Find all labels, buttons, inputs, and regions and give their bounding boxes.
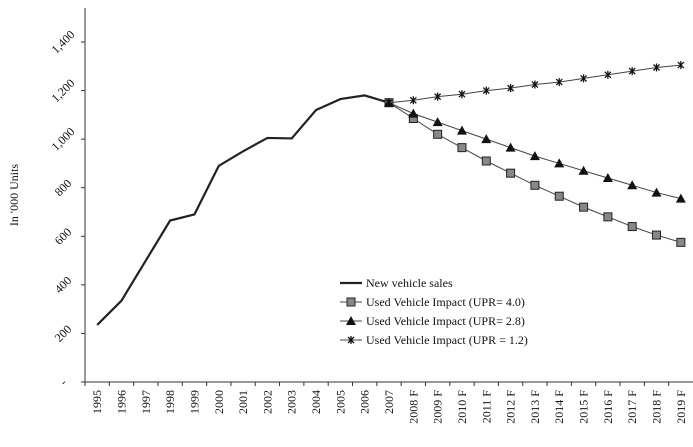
data-point <box>651 187 662 197</box>
data-point <box>554 158 565 168</box>
y-tick-label: 600 <box>52 225 75 248</box>
x-tick-label: 2001 <box>236 390 250 414</box>
x-tick-label: 2003 <box>285 390 299 414</box>
data-point <box>555 78 563 87</box>
data-point <box>481 156 491 166</box>
x-tick-label: 2015 F <box>577 390 591 424</box>
data-point <box>385 98 393 107</box>
x-tick-label: 2010 F <box>455 390 469 424</box>
x-tick-label: 1996 <box>114 390 128 414</box>
legend-label: New vehicle sales <box>366 276 453 290</box>
x-tick-label: 2004 <box>309 390 323 414</box>
data-point <box>507 84 515 93</box>
data-point <box>433 129 443 139</box>
x-tick-label: 2018 F <box>650 390 664 424</box>
x-tick-label: 2002 <box>260 390 274 414</box>
series-line <box>388 102 681 243</box>
data-point <box>457 143 467 153</box>
data-point <box>505 142 516 152</box>
x-tick-label: 2000 <box>212 390 226 414</box>
data-point <box>432 117 443 127</box>
legend-marker <box>347 336 355 344</box>
y-tick-label: 1,200 <box>49 76 78 105</box>
y-tick-label: 400 <box>52 274 75 297</box>
data-point <box>627 180 638 190</box>
data-point <box>481 134 492 144</box>
data-point <box>652 230 662 240</box>
data-point <box>603 212 613 222</box>
legend-label: Used Vehicle Impact (UPR= 4.0) <box>366 295 525 309</box>
y-tick-label: 1,400 <box>49 28 78 57</box>
data-point <box>554 191 564 201</box>
x-tick-label: 1999 <box>187 390 201 414</box>
data-point <box>676 237 686 247</box>
x-tick-label: 2017 F <box>625 390 639 424</box>
data-point <box>628 67 636 76</box>
data-point <box>408 108 419 118</box>
legend-marker <box>346 316 356 325</box>
data-point <box>529 151 540 161</box>
data-point <box>456 125 467 135</box>
data-point <box>530 180 540 190</box>
x-tick-label: 2013 F <box>528 390 542 424</box>
data-point <box>578 165 589 175</box>
x-tick-label: 1995 <box>90 390 104 414</box>
y-tick-label: - <box>57 376 70 389</box>
data-point <box>531 80 539 89</box>
data-point <box>580 74 588 83</box>
x-tick-label: 2008 F <box>406 390 420 424</box>
legend-label: Used Vehicle Impact (UPR= 2.8) <box>366 314 525 328</box>
data-point <box>602 173 613 182</box>
data-point <box>458 90 466 99</box>
data-point <box>409 96 417 105</box>
y-axis-label: In '000 Units <box>7 164 21 226</box>
series-line <box>96 94 390 326</box>
data-point <box>627 222 637 232</box>
data-point <box>677 61 685 70</box>
data-point <box>482 86 490 95</box>
x-tick-label: 2014 F <box>552 390 566 424</box>
legend-label: Used Vehicle Impact (UPR = 1.2) <box>366 333 528 347</box>
data-point <box>434 92 442 101</box>
x-tick-label: 2006 <box>358 390 372 414</box>
data-point <box>604 70 612 79</box>
x-tick-label: 2009 F <box>431 390 445 424</box>
y-tick-label: 200 <box>52 322 75 345</box>
x-tick-label: 1997 <box>139 390 153 414</box>
y-tick-label: 1,000 <box>49 125 78 154</box>
data-point <box>579 202 589 212</box>
x-tick-label: 2007 <box>382 390 396 414</box>
data-point <box>506 168 516 178</box>
y-tick-label: 800 <box>52 176 75 199</box>
legend-marker <box>346 297 356 307</box>
x-tick-label: 2016 F <box>601 390 615 424</box>
x-tick-label: 2011 F <box>479 390 493 424</box>
x-tick-label: 2012 F <box>504 390 518 424</box>
x-tick-label: 1998 <box>163 390 177 414</box>
data-point <box>653 63 660 72</box>
data-point <box>675 193 686 203</box>
x-tick-label: 2019 F <box>674 390 688 424</box>
x-tick-label: 2005 <box>333 390 347 414</box>
